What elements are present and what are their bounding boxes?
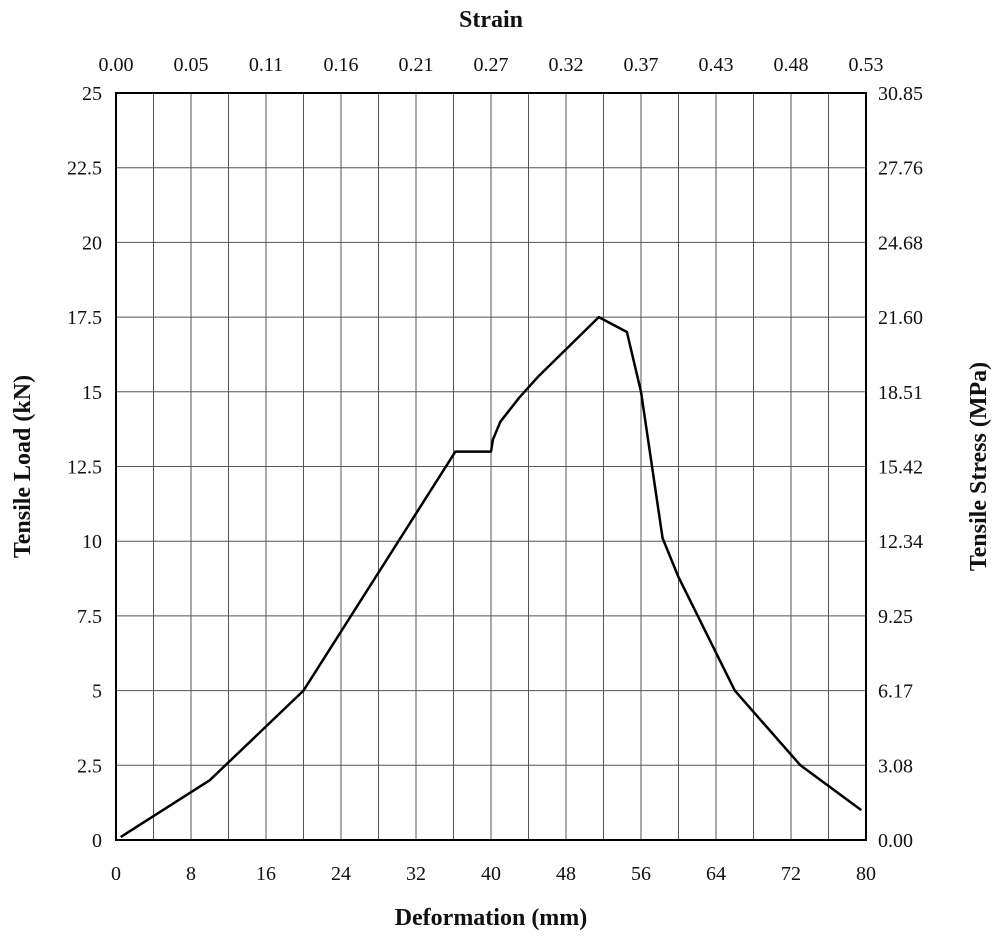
x2-tick-label: 0.43 (699, 54, 734, 76)
y-tick-label: 12.5 (67, 457, 102, 479)
x2-tick-label: 0.32 (549, 54, 584, 76)
x2-tick-label: 0.37 (624, 54, 659, 76)
left-axis-title: Tensile Load (kN) (10, 375, 36, 558)
y-tick-label: 20 (82, 232, 102, 254)
y2-tick-label: 15.42 (878, 457, 923, 479)
x-tick-label: 72 (781, 863, 801, 885)
x2-tick-label: 0.05 (174, 54, 209, 76)
y-tick-label: 5 (92, 681, 102, 703)
plot-frame (115, 92, 867, 841)
series-layer (120, 315, 863, 839)
y-tick-label: 7.5 (77, 606, 102, 628)
y-tick-label: 0 (92, 830, 102, 852)
series-line-tensile-load (120, 315, 863, 839)
y-tick-label: 22.5 (67, 158, 102, 180)
y2-tick-label: 12.34 (878, 531, 923, 553)
x-tick-label: 64 (706, 863, 726, 885)
x-tick-label: 40 (481, 863, 501, 885)
x2-tick-label: 0.53 (849, 54, 884, 76)
right-axis-title: Tensile Stress (MPa) (966, 362, 992, 571)
tick-labels: 0 8 16 24 32 40 48 56 64 72 800.00 0.05 0.11 0.16 0.21… (67, 54, 923, 885)
x-tick-label: 8 (186, 863, 196, 885)
x-tick-label: 32 (406, 863, 426, 885)
x-tick-label: 24 (331, 863, 351, 885)
y-tick-label: 2.5 (77, 755, 102, 777)
x2-tick-label: 0.16 (324, 54, 359, 76)
x2-tick-label: 0.00 (99, 54, 134, 76)
y2-tick-label: 9.25 (878, 606, 913, 628)
x2-tick-label: 0.27 (474, 54, 509, 76)
y-tick-label: 25 (82, 83, 102, 105)
y2-tick-label: 0.00 (878, 830, 913, 852)
bottom-axis-title: Deformation (mm) (395, 905, 588, 931)
top-axis-title: Strain (459, 7, 523, 33)
x-tick-label: 48 (556, 863, 576, 885)
y2-tick-label: 21.60 (878, 307, 923, 329)
x-tick-label: 16 (256, 863, 276, 885)
y2-tick-label: 3.08 (878, 755, 913, 777)
y2-tick-label: 24.68 (878, 232, 923, 254)
x2-tick-label: 0.21 (399, 54, 434, 76)
x-tick-label: 80 (856, 863, 876, 885)
y2-tick-label: 27.76 (878, 158, 923, 180)
y-tick-label: 15 (82, 382, 102, 404)
x-tick-label: 0 (111, 863, 121, 885)
y2-tick-label: 6.17 (878, 681, 913, 703)
y2-tick-label: 18.51 (878, 382, 923, 404)
x2-tick-label: 0.11 (249, 54, 283, 76)
y2-tick-label: 30.85 (878, 83, 923, 105)
x-tick-label: 56 (631, 863, 651, 885)
grid (116, 93, 866, 840)
x2-tick-label: 0.48 (774, 54, 809, 76)
y-tick-label: 10 (82, 531, 102, 553)
y-tick-label: 17.5 (67, 307, 102, 329)
